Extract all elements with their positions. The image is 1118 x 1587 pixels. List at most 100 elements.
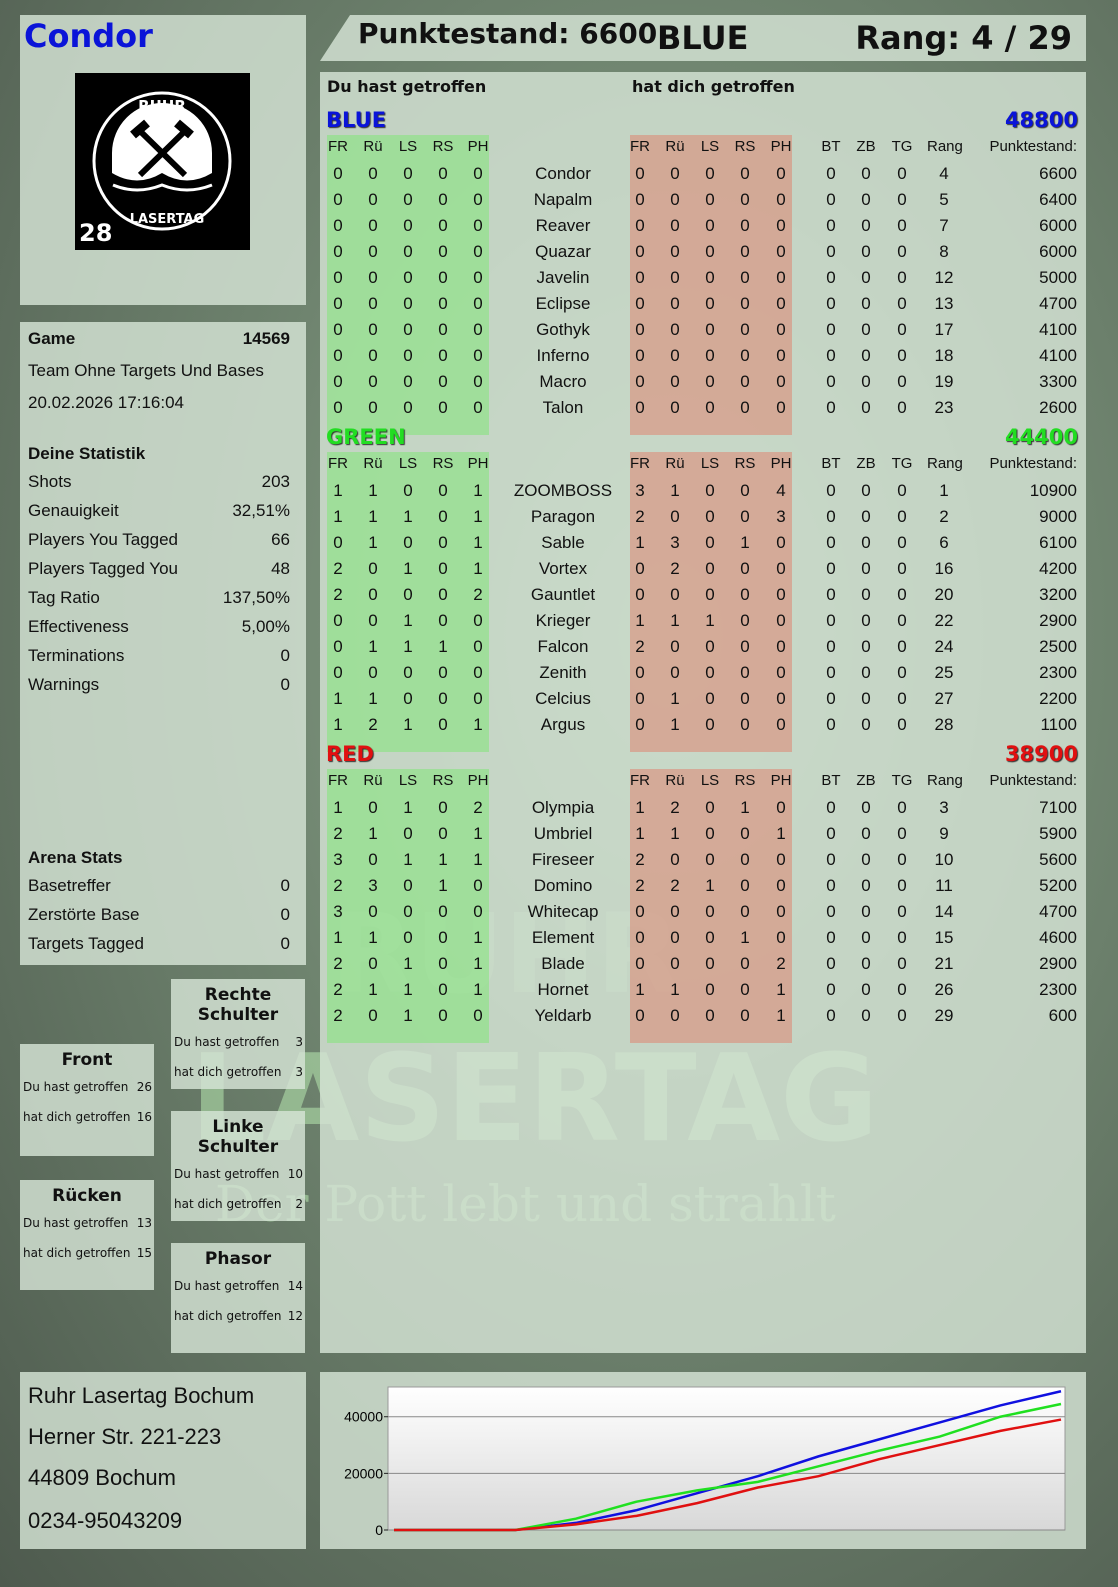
- table-cell: 0: [403, 928, 413, 947]
- y-tick-label: 40000: [344, 1409, 383, 1425]
- stat-row: Shots 203: [28, 472, 290, 492]
- table-cell: 0: [705, 1006, 715, 1025]
- table-cell: 0: [826, 1006, 836, 1025]
- you-hit-band: [327, 769, 489, 1043]
- table-cell: 0: [861, 689, 871, 708]
- table-cell: 0: [826, 242, 836, 261]
- table-cell: 0: [670, 164, 680, 183]
- table-cell: 1: [473, 715, 483, 734]
- player-name-cell: Talon: [542, 398, 584, 417]
- table-row: 1 1 0 0 0 Celcius 0 1 0 0 0 0 0 0 27 2200: [320, 689, 1086, 715]
- zone-hit-you: hat dich getroffen 12: [171, 1309, 305, 1323]
- team-logo: RUHR LASERTAG 28: [75, 73, 250, 250]
- table-row: 1 1 0 0 1 ZOOMBOSS 3 1 0 0 4 0 0 0 1 10900: [320, 481, 1086, 507]
- table-cell: 2: [333, 980, 343, 999]
- table-cell: 0: [826, 637, 836, 656]
- player-name-cell: Quazar: [535, 242, 591, 261]
- table-row: 2 0 1 0 0 Yeldarb 0 0 0 0 1 0 0 0 29 600: [320, 1006, 1086, 1032]
- column-header: LS: [398, 138, 418, 155]
- player-name-cell: Gauntlet: [530, 585, 596, 604]
- zone-you-hit: Du hast getroffen 14: [171, 1279, 305, 1293]
- table-cell: 0: [826, 689, 836, 708]
- column-header: PH: [467, 455, 489, 472]
- table-row: 2 1 1 0 1 Hornet 1 1 0 0 1 0 0 0 26 2300: [320, 980, 1086, 1006]
- table-cell: 14: [934, 902, 954, 921]
- table-cell: 0: [438, 824, 448, 843]
- player-name-cell: Domino: [533, 876, 593, 895]
- zone-hit-you: hat dich getroffen 15: [20, 1246, 154, 1260]
- scoreboard-panel: Du hast getroffen hat dich getroffen BLU…: [320, 72, 1086, 1353]
- table-cell: 1: [403, 559, 413, 578]
- column-header: PH: [467, 772, 489, 789]
- table-cell: 0: [670, 902, 680, 921]
- table-cell: 0: [740, 242, 750, 261]
- player-name-cell: Napalm: [533, 190, 593, 209]
- table-cell: 0: [670, 294, 680, 313]
- arena-row: Basetreffer 0: [28, 876, 290, 896]
- table-cell: 2: [635, 850, 645, 869]
- table-cell: 0: [438, 268, 448, 287]
- player-name-cell: Umbriel: [533, 824, 593, 843]
- table-cell: 0: [438, 715, 448, 734]
- table-cell: 0: [740, 481, 750, 500]
- table-cell: 0: [740, 216, 750, 235]
- table-cell: 4100: [1039, 346, 1077, 365]
- table-cell: 2: [635, 637, 645, 656]
- table-cell: 0: [473, 902, 483, 921]
- arena-row: Zerstörte Base 0: [28, 905, 290, 925]
- table-cell: 1: [740, 798, 750, 817]
- table-cell: 0: [670, 663, 680, 682]
- table-cell: 0: [670, 216, 680, 235]
- table-cell: 0: [740, 954, 750, 973]
- table-cell: 0: [740, 320, 750, 339]
- hit-you-band: [630, 769, 792, 1043]
- table-cell: 1: [368, 507, 378, 526]
- table-cell: 0: [635, 902, 645, 921]
- table-cell: 1100: [1040, 715, 1077, 734]
- table-cell: 0: [670, 190, 680, 209]
- table-cell: 18: [934, 346, 954, 365]
- column-header: FR: [328, 455, 348, 472]
- table-cell: 1: [333, 507, 343, 526]
- table-cell: 13: [934, 294, 954, 313]
- table-cell: 20: [934, 585, 954, 604]
- table-cell: 0: [740, 1006, 750, 1025]
- table-cell: 1: [939, 481, 949, 500]
- column-header: Rang: [927, 138, 963, 155]
- player-name-cell: Fireseer: [531, 850, 595, 869]
- table-cell: 0: [861, 902, 871, 921]
- table-cell: 1: [333, 798, 343, 817]
- column-header: RS: [734, 138, 756, 155]
- column-header: RS: [432, 772, 454, 789]
- table-cell: 1: [670, 689, 680, 708]
- table-cell: 0: [670, 320, 680, 339]
- column-header: Punktestand:: [989, 772, 1077, 789]
- table-cell: 2300: [1039, 980, 1077, 999]
- table-cell: 0: [403, 481, 413, 500]
- table-cell: 1: [740, 928, 750, 947]
- table-cell: 16: [934, 559, 954, 578]
- table-cell: 5000: [1039, 268, 1077, 287]
- table-cell: 1: [776, 824, 786, 843]
- table-cell: 0: [403, 242, 413, 261]
- stat-value: 66: [271, 530, 290, 549]
- table-cell: 1: [368, 824, 378, 843]
- column-header: FR: [630, 455, 650, 472]
- table-cell: 0: [473, 1006, 483, 1025]
- table-cell: 0: [776, 902, 786, 921]
- column-header: Rang: [927, 455, 963, 472]
- table-cell: 0: [826, 398, 836, 417]
- zone-value: 26: [136, 1080, 152, 1094]
- zone-label: hat dich getroffen: [174, 1309, 282, 1323]
- series-line-2: [394, 1418, 1062, 1532]
- svg-text:28: 28: [79, 219, 112, 247]
- table-cell: 0: [705, 980, 715, 999]
- column-header: ZB: [856, 455, 876, 472]
- table-cell: 0: [635, 954, 645, 973]
- stat-label: Effectiveness: [28, 617, 129, 636]
- table-cell: 0: [740, 346, 750, 365]
- zone-title: Rechte Schulter: [197, 985, 279, 1025]
- table-cell: 0: [705, 824, 715, 843]
- table-cell: 0: [897, 398, 907, 417]
- table-cell: 0: [861, 481, 871, 500]
